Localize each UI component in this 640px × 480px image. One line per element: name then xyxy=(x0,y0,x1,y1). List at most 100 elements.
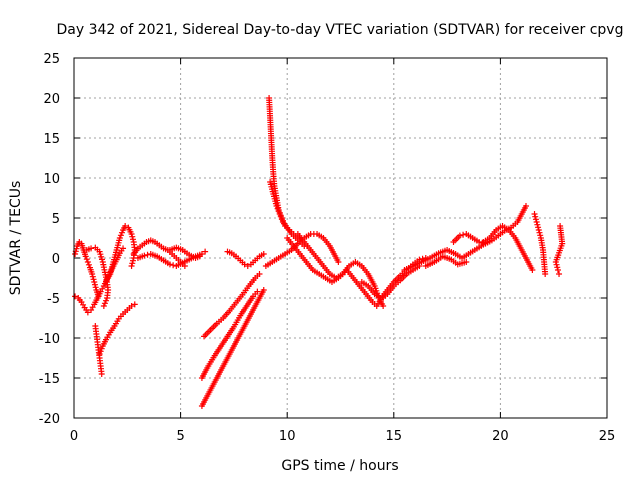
data-point xyxy=(100,303,107,309)
data-point xyxy=(85,261,92,268)
data-point xyxy=(534,221,541,228)
x-tick-label: 25 xyxy=(599,429,616,444)
data-point xyxy=(537,232,544,239)
data-point xyxy=(241,261,248,268)
data-point xyxy=(254,288,261,295)
data-point xyxy=(131,301,138,308)
x-tick-label: 10 xyxy=(279,429,296,444)
x-axis-label: GPS time / hours xyxy=(281,458,398,474)
y-tick-label: -15 xyxy=(39,372,60,387)
y-tick-label: -20 xyxy=(39,412,60,427)
y-tick-label: 0 xyxy=(52,252,60,267)
data-point xyxy=(456,232,463,239)
data-point xyxy=(542,271,549,277)
data-point xyxy=(90,276,97,283)
data-point xyxy=(479,239,486,246)
data-point xyxy=(278,216,285,223)
data-point xyxy=(554,264,561,271)
data-point xyxy=(196,253,203,260)
data-point xyxy=(98,371,105,377)
axis-ticks: 0 5 10 15 20 25 -20 -15 -10 -5 0 5 10 15 20 25 xyxy=(39,52,616,444)
data-point xyxy=(104,295,111,301)
data-point xyxy=(88,245,95,252)
data-point xyxy=(120,245,127,252)
data-point xyxy=(96,351,103,357)
data-point xyxy=(202,248,209,255)
data-point xyxy=(532,213,539,220)
data-point xyxy=(529,267,536,273)
data-point xyxy=(260,287,267,293)
data-point xyxy=(380,303,387,309)
data-point xyxy=(460,231,467,238)
data-points xyxy=(72,95,566,409)
data-point xyxy=(128,263,135,269)
y-tick-label: 10 xyxy=(43,172,60,187)
data-point xyxy=(556,271,563,277)
data-point xyxy=(144,251,151,258)
y-tick-label: 5 xyxy=(52,212,60,227)
data-point xyxy=(129,236,136,243)
data-point xyxy=(256,271,263,277)
x-tick-label: 15 xyxy=(386,429,403,444)
chart-title: Day 342 of 2021, Sidereal Day-to-day VTE… xyxy=(57,22,624,38)
data-point xyxy=(554,267,561,273)
data-point xyxy=(533,219,540,225)
data-point xyxy=(129,257,136,264)
data-point xyxy=(141,252,148,259)
data-point xyxy=(274,205,281,212)
data-point xyxy=(91,281,98,288)
y-tick-label: 25 xyxy=(43,52,60,67)
data-point xyxy=(535,224,542,231)
data-point xyxy=(128,303,135,309)
data-point xyxy=(463,259,470,265)
data-point xyxy=(335,259,342,265)
x-tick-label: 5 xyxy=(176,429,184,444)
data-point xyxy=(101,300,108,307)
data-point xyxy=(531,211,538,217)
data-point xyxy=(535,227,542,233)
y-tick-label: 20 xyxy=(43,92,60,107)
data-point xyxy=(170,262,177,269)
data-point xyxy=(552,259,559,265)
data-point xyxy=(84,259,91,265)
data-point xyxy=(84,309,91,316)
data-point xyxy=(275,208,282,215)
data-point xyxy=(82,253,89,260)
data-point xyxy=(244,263,251,269)
y-tick-label: 15 xyxy=(43,132,60,147)
y-tick-label: -5 xyxy=(47,292,60,307)
data-point xyxy=(276,211,283,217)
data-point xyxy=(83,256,90,263)
data-point xyxy=(117,232,124,239)
data-point xyxy=(89,273,96,280)
y-axis-label: SDTVAR / TECUs xyxy=(8,181,24,296)
data-point xyxy=(89,271,96,277)
data-point xyxy=(166,261,173,268)
data-point xyxy=(128,231,135,237)
plot-frame xyxy=(73,57,608,419)
data-point xyxy=(522,203,529,209)
data-point xyxy=(122,223,129,229)
data-point xyxy=(536,229,543,236)
data-point xyxy=(72,293,79,300)
data-point xyxy=(116,235,123,241)
x-tick-label: 0 xyxy=(70,429,78,444)
y-tick-label: -10 xyxy=(39,332,60,347)
data-point xyxy=(129,260,136,267)
data-point xyxy=(277,213,284,220)
data-point xyxy=(98,345,105,352)
data-point xyxy=(273,203,280,209)
data-point xyxy=(553,261,560,268)
data-point xyxy=(260,251,267,257)
data-point xyxy=(92,284,99,291)
data-point xyxy=(532,216,539,223)
data-point xyxy=(97,348,104,355)
x-tick-label: 20 xyxy=(492,429,509,444)
data-point xyxy=(91,279,98,285)
data-point xyxy=(102,297,109,304)
data-point xyxy=(118,229,125,236)
data-point xyxy=(129,233,136,240)
data-point xyxy=(95,293,102,300)
